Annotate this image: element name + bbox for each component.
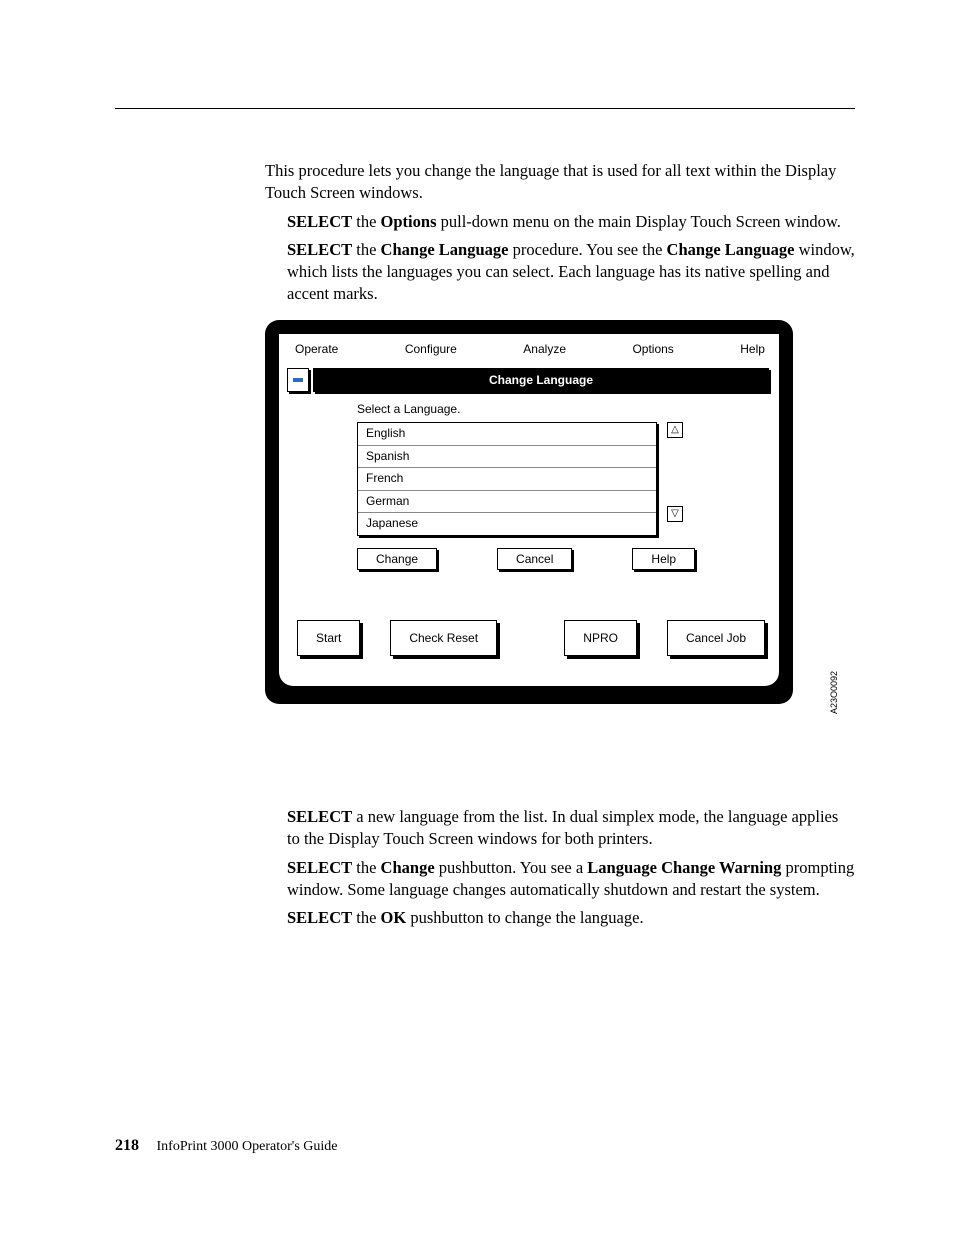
intro-block: This procedure lets you change the langu… — [265, 160, 855, 312]
book-title: InfoPrint 3000 Operator's Guide — [157, 1139, 338, 1154]
figure-id: A23O0092 — [829, 671, 839, 714]
npro-button[interactable]: NPRO — [564, 620, 637, 656]
check-reset-button[interactable]: Check Reset — [390, 620, 497, 656]
language-list-row: English Spanish French German Japanese △… — [357, 422, 739, 536]
step1-select: SELECT — [287, 212, 352, 231]
header-rule — [115, 108, 855, 109]
step1-options: Options — [381, 212, 437, 231]
language-item-english[interactable]: English — [358, 423, 656, 446]
language-item-german[interactable]: German — [358, 491, 656, 514]
menu-bar: Operate Configure Analyze Options Help — [279, 334, 779, 366]
menu-operate[interactable]: Operate — [291, 340, 342, 358]
step-2: SELECT the Change Language procedure. Yo… — [287, 239, 855, 306]
language-item-french[interactable]: French — [358, 468, 656, 491]
change-language-dialog: Change Language Select a Language. Engli… — [287, 368, 769, 570]
menu-analyze[interactable]: Analyze — [519, 340, 570, 358]
touch-screen-inner: Operate Configure Analyze Options Help C… — [279, 334, 779, 686]
bottom-button-row: Start Check Reset NPRO Cancel Job — [297, 620, 765, 656]
change-button[interactable]: Change — [357, 548, 437, 570]
scroll-down-icon[interactable]: ▽ — [667, 506, 683, 522]
language-item-spanish[interactable]: Spanish — [358, 446, 656, 469]
cancel-job-button[interactable]: Cancel Job — [667, 620, 765, 656]
select-language-label: Select a Language. — [357, 402, 739, 416]
step-3: SELECT a new language from the list. In … — [287, 806, 855, 851]
dialog-title: Change Language — [313, 368, 769, 392]
dialog-button-row: Change Cancel Help — [357, 548, 739, 570]
figure-container: Operate Configure Analyze Options Help C… — [265, 320, 825, 718]
post-figure-block: SELECT a new language from the list. In … — [265, 800, 855, 935]
scroll-up-icon[interactable]: △ — [667, 422, 683, 438]
language-item-japanese[interactable]: Japanese — [358, 513, 656, 535]
touch-screen-figure: Operate Configure Analyze Options Help C… — [265, 320, 793, 704]
start-button[interactable]: Start — [297, 620, 360, 656]
cancel-button[interactable]: Cancel — [497, 548, 572, 570]
menu-options[interactable]: Options — [628, 340, 677, 358]
help-button[interactable]: Help — [632, 548, 695, 570]
page-number: 218 — [115, 1137, 139, 1154]
menu-configure[interactable]: Configure — [401, 340, 461, 358]
step-1: SELECT the Options pull-down menu on the… — [287, 211, 855, 233]
step-5: SELECT the OK pushbutton to change the l… — [287, 907, 855, 929]
system-menu-icon[interactable] — [287, 368, 309, 392]
dialog-titlebar: Change Language — [287, 368, 769, 392]
scroll-bar: △ ▽ — [667, 422, 683, 522]
menu-help[interactable]: Help — [736, 340, 769, 358]
dialog-body: Select a Language. English Spanish Frenc… — [287, 392, 769, 570]
step-4: SELECT the Change pushbutton. You see a … — [287, 857, 855, 902]
step2-select: SELECT — [287, 240, 352, 259]
page-footer: 218 InfoPrint 3000 Operator's Guide — [115, 1137, 338, 1155]
intro-paragraph: This procedure lets you change the langu… — [265, 160, 855, 205]
language-listbox[interactable]: English Spanish French German Japanese — [357, 422, 657, 536]
